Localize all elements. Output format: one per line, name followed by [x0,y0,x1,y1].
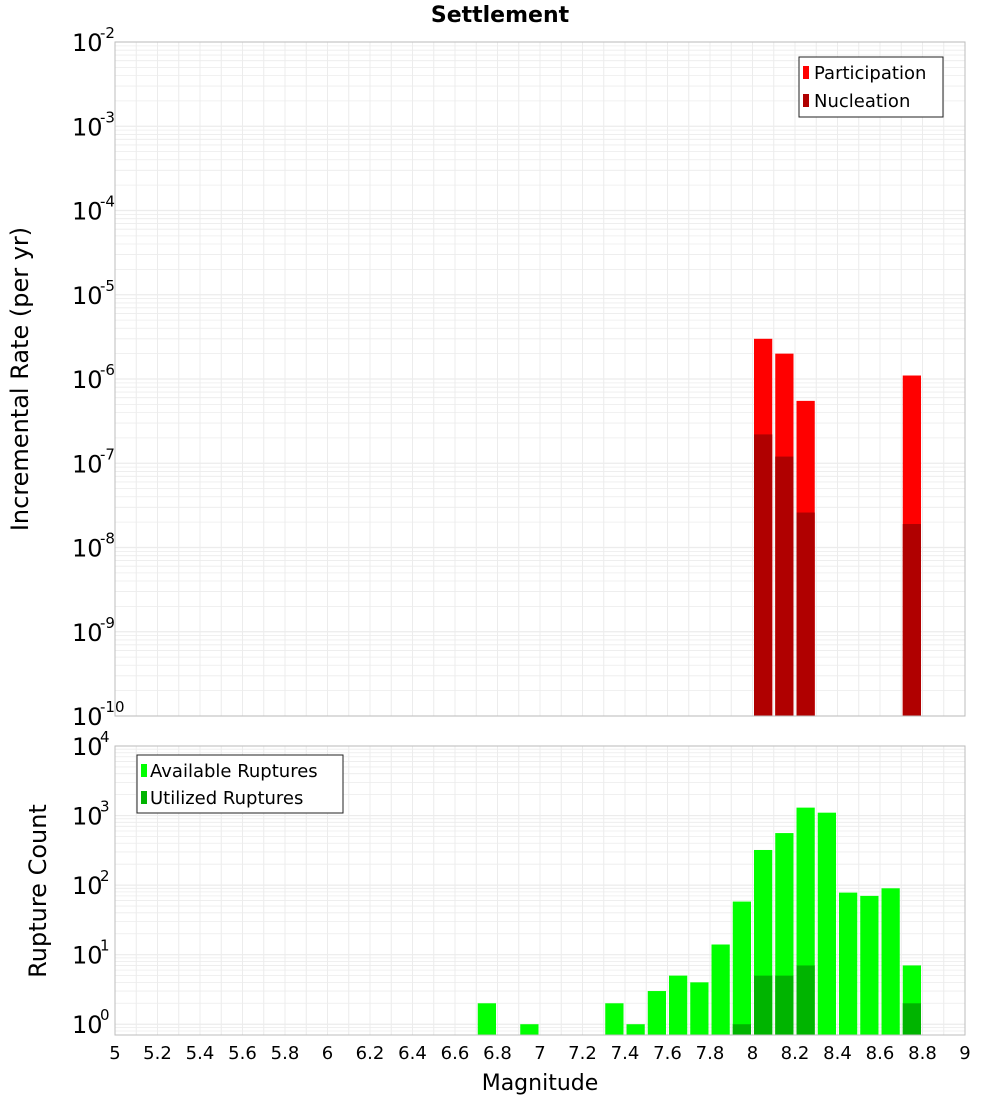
top-ytick-base: 10 [72,29,103,57]
top-ytick-exponent: -4 [100,193,115,211]
bottom-y-axis-label: Rupture Count [24,804,52,978]
legend-swatch-nucleation [803,94,809,107]
xtick-label: 8.4 [823,1043,852,1064]
xtick-label: 5.2 [143,1043,172,1064]
bottom-bar-available-ruptures [605,1003,624,1035]
top-bars [754,338,921,716]
bottom-bar-available-ruptures [520,1024,539,1035]
xtick-label: 9 [959,1043,970,1064]
top-ytick-exponent: -9 [100,614,115,632]
bottom-legend: Available Ruptures Utilized Ruptures [136,754,344,814]
bottom-bar-available-ruptures [839,892,858,1035]
bottom-ytick-base: 10 [72,872,103,900]
top-bar-nucleation [775,456,794,716]
xtick-label: 7.6 [653,1043,682,1064]
bottom-bars [477,807,921,1035]
top-ytick-exponent: -2 [100,24,115,42]
bottom-bar-utilized-ruptures [732,1024,751,1035]
xtick-label: 5.8 [271,1043,300,1064]
bottom-bar-available-ruptures [817,812,836,1035]
bottom-bar-available-ruptures [477,1003,496,1035]
bottom-ytick-exponent: 1 [100,937,110,955]
x-axis-label: Magnitude [482,1071,599,1096]
xtick-label: 7.4 [611,1043,640,1064]
top-ytick-exponent: -6 [100,361,115,379]
top-legend: Participation Nucleation [798,56,944,118]
xtick-label: 8.6 [866,1043,895,1064]
bottom-plot-frame [114,745,966,1036]
bottom-bar-utilized-ruptures [754,975,773,1035]
top-ytick-base: 10 [72,450,103,478]
bottom-bar-available-ruptures [647,991,666,1035]
top-ytick-base: 10 [72,619,103,647]
legend-label-nucleation: Nucleation [814,91,910,112]
legend-label-participation: Participation [814,63,926,84]
top-legend-box [798,56,944,118]
top-ytick-base: 10 [72,113,103,141]
bottom-bar-available-ruptures [881,888,900,1035]
top-ytick-base: 10 [72,198,103,226]
top-bar-nucleation [902,524,921,716]
xtick-label: 6.6 [441,1043,470,1064]
top-ytick-exponent: -5 [100,277,115,295]
bottom-ytick-base: 10 [72,733,103,761]
top-ytick-exponent: -10 [100,698,125,716]
bottom-ytick-exponent: 4 [100,728,110,746]
xtick-label: 8.2 [781,1043,810,1064]
legend-swatch-utilized [141,791,147,804]
top-y-axis-label: Incremental Rate (per yr) [6,227,34,531]
bottom-bar-utilized-ruptures [902,1003,921,1035]
bottom-ytick-exponent: 0 [100,1006,110,1024]
bottom-bar-available-ruptures [626,1024,645,1035]
legend-swatch-participation [803,66,809,79]
xtick-label: 6.4 [398,1043,427,1064]
top-bar-nucleation [796,512,815,716]
top-ytick-base: 10 [72,366,103,394]
top-ytick-exponent: -7 [100,445,115,463]
bottom-ytick-exponent: 3 [100,798,110,816]
bottom-ytick-exponent: 2 [100,867,110,885]
legend-swatch-available [141,764,147,777]
top-ytick-base: 10 [72,282,103,310]
bottom-ytick-base: 10 [72,1011,103,1039]
xtick-label: 7 [534,1043,545,1064]
xtick-label: 6.2 [356,1043,385,1064]
chart-title: Settlement [431,3,570,28]
top-ytick-base: 10 [72,535,103,563]
bottom-bar-utilized-ruptures [796,965,815,1035]
legend-label-available: Available Ruptures [150,761,318,782]
xtick-label: 5 [109,1043,120,1064]
xtick-label: 5.4 [186,1043,215,1064]
xtick-label: 6 [322,1043,333,1064]
bottom-bar-available-ruptures [690,982,709,1035]
bottom-bar-available-ruptures [711,944,730,1035]
top-grid [114,41,966,717]
xtick-label: 6.8 [483,1043,512,1064]
bottom-legend-box [136,754,344,814]
xtick-label: 7.2 [568,1043,597,1064]
bottom-ytick-base: 10 [72,803,103,831]
legend-label-utilized: Utilized Ruptures [150,788,303,809]
bottom-bar-utilized-ruptures [775,975,794,1035]
bottom-bar-available-ruptures [860,895,879,1035]
bottom-bar-available-ruptures [732,901,751,1035]
top-ytick-base: 10 [72,703,103,731]
top-bar-nucleation [754,434,773,716]
xtick-label: 7.8 [696,1043,725,1064]
top-ytick-exponent: -8 [100,530,115,548]
x-ticks: 5 5.2 5.4 5.6 5.8 6 6.2 6.4 6.6 6.8 7 7.2 7.4 7.6 7.8 8… [109,1043,970,1064]
xtick-label: 8.8 [908,1043,937,1064]
bottom-ytick-base: 10 [72,942,103,970]
xtick-label: 5.6 [228,1043,257,1064]
top-ytick-exponent: -3 [100,108,115,126]
bottom-bar-available-ruptures [669,975,688,1035]
xtick-label: 8 [747,1043,758,1064]
top-plot-frame [114,41,966,717]
